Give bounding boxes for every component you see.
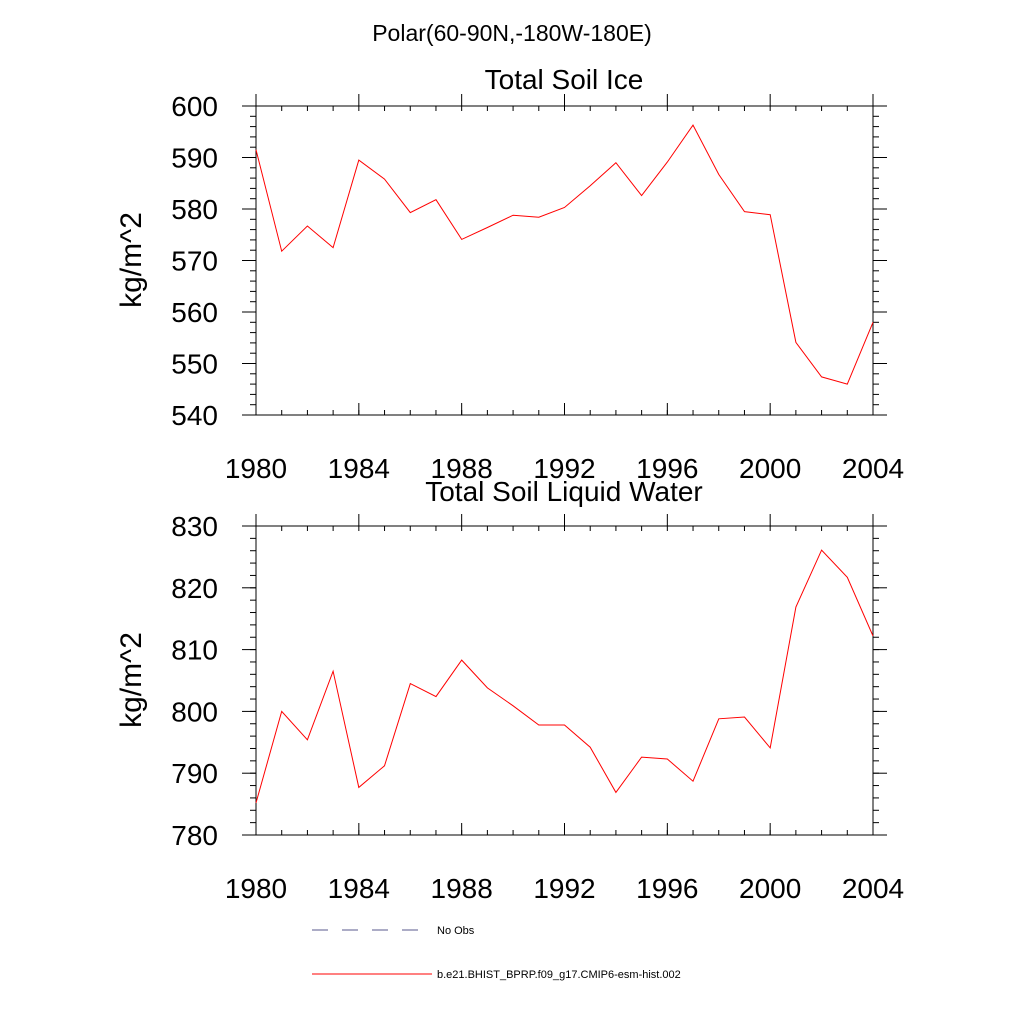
data-point <box>641 756 643 758</box>
data-point <box>795 341 797 343</box>
x-tick-label: 2000 <box>739 873 801 904</box>
plot-frame <box>255 525 874 836</box>
data-point <box>821 376 823 378</box>
data-point <box>769 214 771 216</box>
legend-model-label: b.e21.BHIST_BPRP.f09_g17.CMIP6-esm-hist.… <box>437 969 681 981</box>
data-point <box>692 124 694 126</box>
data-point <box>358 786 360 788</box>
y-tick-label: 590 <box>171 143 218 174</box>
data-point <box>255 149 257 151</box>
data-point <box>872 321 874 323</box>
data-point <box>384 765 386 767</box>
series-line <box>255 549 874 804</box>
data-point <box>743 716 745 718</box>
x-tick-label: 2004 <box>842 453 904 484</box>
data-point <box>589 746 591 748</box>
y-axis-label: kg/m^2 <box>115 212 148 308</box>
data-point <box>769 747 771 749</box>
y-tick-label: 790 <box>171 758 218 789</box>
data-point <box>306 225 308 227</box>
x-tick-label: 1984 <box>328 453 390 484</box>
panel-total-soil-liquid-water: Total Soil Liquid Water kg/m^2 1980 1984 1… <box>115 476 904 904</box>
y-tick-label: 830 <box>171 511 218 542</box>
y-tick-label: 570 <box>171 246 218 277</box>
x-tick-label: 2000 <box>739 453 801 484</box>
data-point <box>306 739 308 741</box>
data-point <box>486 687 488 689</box>
data-point <box>538 216 540 218</box>
x-tick-label: 1988 <box>431 873 493 904</box>
y-tick-label: 820 <box>171 573 218 604</box>
data-point <box>718 173 720 175</box>
data-point <box>846 383 848 385</box>
data-point <box>281 710 283 712</box>
legend: No Obs b.e21.BHIST_BPRP.f09_g17.CMIP6-es… <box>312 925 681 981</box>
x-tick-label: 1992 <box>533 873 595 904</box>
data-point <box>384 178 386 180</box>
y-tick-label: 800 <box>171 696 218 727</box>
data-point <box>255 802 257 804</box>
data-point <box>666 161 668 163</box>
y-tick-label: 560 <box>171 297 218 328</box>
data-point <box>332 247 334 249</box>
data-point <box>409 683 411 685</box>
y-axis-label: kg/m^2 <box>115 632 148 728</box>
data-point <box>795 606 797 608</box>
data-point <box>564 206 566 208</box>
data-point <box>538 724 540 726</box>
data-point <box>615 162 617 164</box>
x-tick-label: 1996 <box>636 453 698 484</box>
y-tick-label: 810 <box>171 635 218 666</box>
data-point <box>512 705 514 707</box>
figure-suptitle: Polar(60-90N,-180W-180E) <box>372 20 652 46</box>
data-point <box>461 238 463 240</box>
x-tick-label: 1980 <box>225 873 287 904</box>
data-point <box>743 211 745 213</box>
panel-title: Total Soil Liquid Water <box>425 476 703 507</box>
series-line <box>255 124 874 385</box>
data-point <box>435 696 437 698</box>
y-tick-label: 580 <box>171 194 218 225</box>
data-point <box>409 212 411 214</box>
data-point <box>615 791 617 793</box>
y-tick-label: 780 <box>171 820 218 851</box>
data-point <box>692 780 694 782</box>
data-point <box>872 635 874 637</box>
x-tick-label: 1992 <box>533 453 595 484</box>
data-point <box>846 576 848 578</box>
legend-obs-label: No Obs <box>437 925 475 937</box>
plot-frame <box>255 105 874 416</box>
data-point <box>281 250 283 252</box>
data-point <box>589 185 591 187</box>
data-point <box>435 199 437 201</box>
data-point <box>358 159 360 161</box>
x-tick-label: 1984 <box>328 873 390 904</box>
x-tick-label: 1988 <box>431 453 493 484</box>
data-point <box>461 659 463 661</box>
data-point <box>666 758 668 760</box>
data-point <box>821 549 823 551</box>
x-tick-label: 2004 <box>842 873 904 904</box>
x-tick-label: 1996 <box>636 873 698 904</box>
panel-title: Total Soil Ice <box>485 64 644 95</box>
x-tick-label: 1980 <box>225 453 287 484</box>
data-point <box>332 670 334 672</box>
y-tick-label: 600 <box>171 91 218 122</box>
data-point <box>718 718 720 720</box>
panel-total-soil-ice: Total Soil Ice kg/m^2 1980 1984 1988 1992 19… <box>115 64 904 484</box>
data-point <box>641 195 643 197</box>
data-point <box>512 214 514 216</box>
data-point <box>486 227 488 229</box>
y-tick-label: 540 <box>171 400 218 431</box>
data-point <box>564 724 566 726</box>
y-tick-label: 550 <box>171 349 218 380</box>
